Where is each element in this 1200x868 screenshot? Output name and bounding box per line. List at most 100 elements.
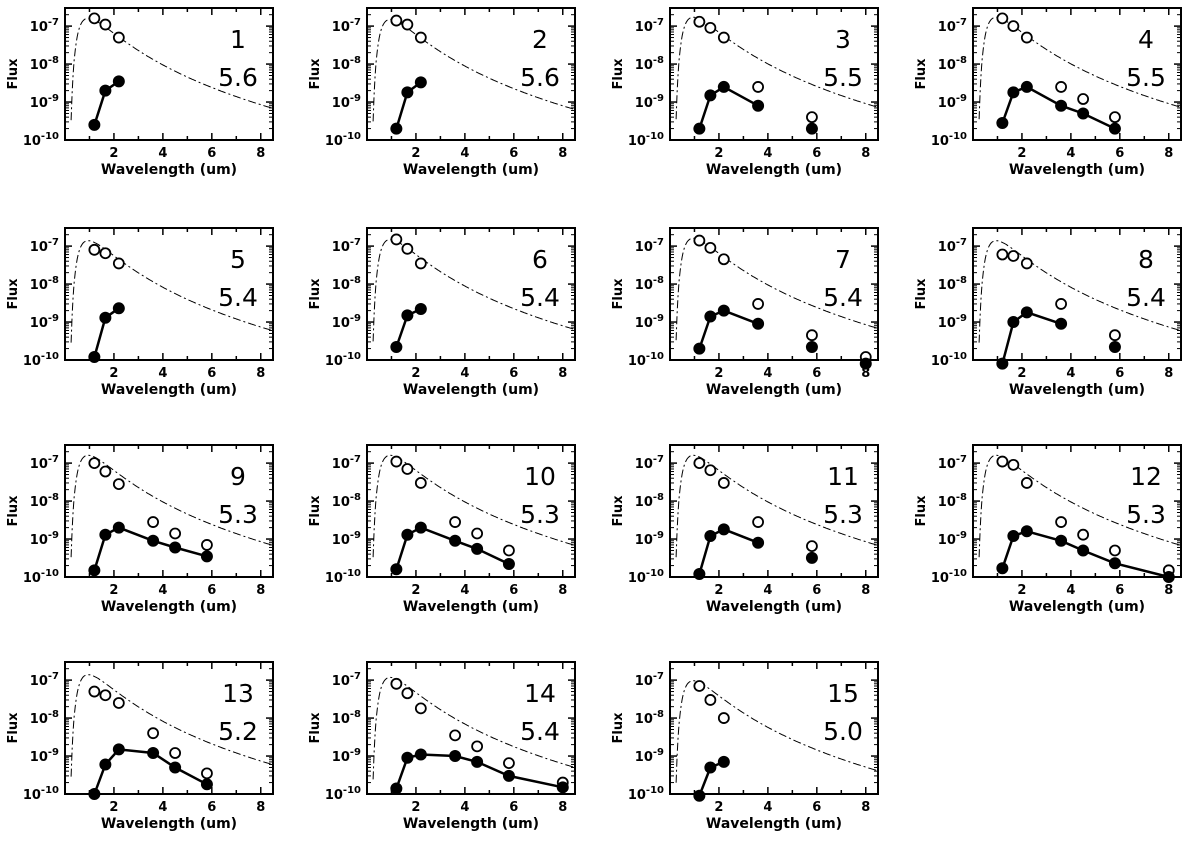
dereddened-point — [414, 31, 427, 44]
observed-point — [717, 755, 730, 768]
y-tick-label: 10-9 — [938, 530, 967, 548]
y-tick-label: 10-10 — [23, 351, 59, 369]
y-tick-label: 10-10 — [628, 568, 664, 586]
y-tick-label: 10-10 — [931, 568, 967, 586]
observed-point — [390, 122, 403, 135]
y-tick-label: 10-7 — [332, 237, 361, 255]
dereddened-point — [1055, 298, 1067, 310]
dereddened-point — [1020, 257, 1033, 270]
x-axis-label: Wavelength (um) — [706, 162, 842, 178]
y-tick-label: 10-8 — [30, 709, 59, 727]
dereddened-point — [717, 712, 730, 724]
x-tick-label: 8 — [861, 583, 870, 598]
plot-frame — [366, 661, 576, 795]
x-tick-label: 8 — [861, 146, 870, 161]
x-tick-label: 2 — [714, 366, 723, 381]
x-tick-label: 6 — [207, 800, 216, 815]
panel-13: 10-10 10-9 10-8 10-7 2 4 6 8 Wavelength (um) Flux… — [6, 661, 274, 832]
dereddened-point — [88, 12, 101, 25]
x-tick-label: 4 — [763, 800, 772, 815]
y-tick-label: 10-7 — [332, 671, 361, 689]
y-tick-label: 10-7 — [938, 237, 967, 255]
panel-15: 10-10 10-9 10-8 10-7 2 4 6 8 Wavelength (um) Flux… — [611, 661, 879, 832]
y-tick-label: 10-8 — [938, 275, 967, 293]
observed-point — [147, 534, 160, 547]
model-curve — [978, 240, 1181, 343]
panel-id-label: 9 — [230, 462, 246, 491]
observed-point — [996, 357, 1009, 370]
x-tick-label: 8 — [558, 583, 567, 598]
dereddened-point — [693, 15, 706, 28]
dereddened-point — [1077, 93, 1090, 105]
panel-value-label: 5.4 — [520, 283, 560, 312]
observed-line — [1001, 310, 1062, 365]
observed-point — [752, 99, 765, 112]
observed-point — [112, 75, 125, 88]
dereddened-point — [390, 14, 403, 27]
observed-point — [717, 304, 730, 317]
y-tick-label: 10-10 — [325, 351, 361, 369]
y-tick-label: 10-8 — [30, 492, 59, 510]
panel-id-label: 6 — [532, 245, 548, 274]
panel-5: 10-10 10-9 10-8 10-7 2 4 6 8 Wavelength (um) Flux… — [6, 227, 274, 398]
y-tick-label: 10-7 — [332, 17, 361, 35]
observed-line — [698, 527, 759, 575]
observed-point — [693, 789, 706, 802]
dereddened-point — [1109, 111, 1121, 124]
x-tick-label: 6 — [207, 583, 216, 598]
x-tick-label: 4 — [1066, 583, 1075, 598]
x-tick-label: 4 — [763, 366, 772, 381]
observed-point — [717, 80, 730, 93]
plot-frame — [972, 7, 1182, 141]
observed-point — [1055, 99, 1068, 112]
dereddened-point — [401, 242, 414, 255]
observed-point — [805, 122, 818, 135]
y-tick-label: 10-9 — [635, 530, 664, 548]
x-tick-label: 2 — [109, 800, 118, 815]
x-tick-label: 8 — [256, 800, 265, 815]
observed-line — [698, 85, 759, 129]
y-tick-label: 10-7 — [635, 671, 664, 689]
dereddened-point — [112, 257, 125, 270]
observed-point — [449, 750, 462, 763]
dereddened-point — [1007, 250, 1020, 262]
y-tick-label: 10-10 — [325, 568, 361, 586]
x-tick-label: 2 — [411, 366, 420, 381]
panel-1: 10-10 10-9 10-8 10-7 2 4 6 8 Wavelength (um) Flux… — [6, 7, 274, 178]
dereddened-point — [1055, 81, 1067, 93]
x-tick-label: 4 — [763, 583, 772, 598]
y-axis-label: Flux — [6, 495, 21, 527]
y-tick-label: 10-7 — [938, 17, 967, 35]
observed-point — [1108, 557, 1121, 570]
x-tick-label: 4 — [763, 146, 772, 161]
observed-point — [99, 758, 112, 771]
model-curve — [70, 17, 273, 121]
x-tick-label: 2 — [411, 583, 420, 598]
x-tick-label: 8 — [558, 366, 567, 381]
dereddened-point — [414, 257, 427, 270]
y-tick-label: 10-9 — [332, 313, 361, 331]
observed-point — [704, 89, 717, 102]
x-tick-label: 8 — [558, 146, 567, 161]
x-tick-label: 4 — [460, 366, 469, 381]
observed-point — [502, 769, 515, 782]
observed-point — [859, 357, 872, 370]
x-tick-label: 2 — [1017, 583, 1026, 598]
x-tick-label: 2 — [109, 583, 118, 598]
observed-point — [88, 564, 101, 577]
observed-point — [752, 536, 765, 549]
dereddened-point — [752, 516, 764, 528]
panel-id-label: 1 — [230, 25, 246, 54]
x-axis-label: Wavelength (um) — [706, 816, 842, 832]
plot-frame — [972, 227, 1182, 361]
x-axis-label: Wavelength (um) — [101, 599, 237, 615]
x-tick-label: 4 — [460, 583, 469, 598]
observed-point — [996, 562, 1009, 575]
observed-point — [414, 521, 427, 534]
observed-line — [698, 309, 759, 350]
dereddened-point — [752, 81, 764, 93]
y-tick-label: 10-9 — [30, 93, 59, 111]
x-tick-label: 2 — [109, 146, 118, 161]
dereddened-point — [449, 729, 461, 742]
x-tick-label: 8 — [861, 800, 870, 815]
